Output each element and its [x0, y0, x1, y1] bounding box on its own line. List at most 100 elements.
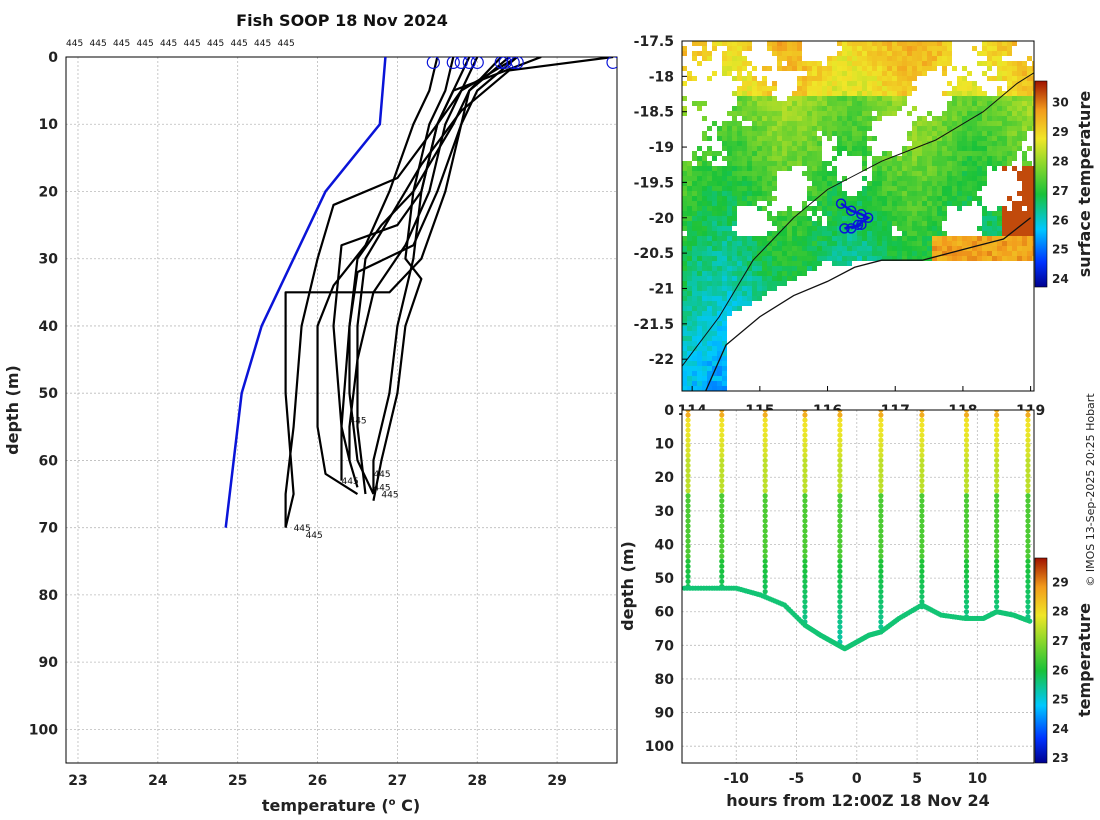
sst-cell	[772, 221, 777, 226]
sst-cell	[997, 106, 1002, 111]
sst-cell	[917, 61, 922, 66]
section-dot	[878, 523, 884, 529]
sst-cell	[742, 171, 747, 176]
sst-cell	[882, 206, 887, 211]
sst-cell	[932, 146, 937, 151]
profile-line	[348, 57, 518, 495]
sst-cell	[972, 196, 977, 201]
sst-cell	[982, 246, 987, 251]
sst-cell	[767, 271, 772, 276]
sst-cell	[832, 111, 837, 116]
section-dot	[802, 462, 808, 469]
sst-cell	[837, 241, 842, 246]
sst-cell	[892, 201, 897, 206]
section-dot	[1025, 538, 1031, 544]
sst-cell	[812, 261, 817, 266]
sst-cell	[692, 306, 697, 311]
sst-cell	[1027, 191, 1032, 196]
section-dot	[963, 488, 970, 494]
sst-cell	[687, 171, 692, 176]
sst-cell	[1012, 66, 1017, 71]
sst-cell	[862, 76, 867, 81]
sst-cell	[717, 181, 722, 186]
sst-cell	[897, 166, 902, 171]
sst-cell	[1017, 71, 1022, 76]
sst-cell	[832, 81, 837, 86]
sst-cell	[732, 296, 737, 301]
sst-cell	[1007, 226, 1012, 231]
sst-cell	[1027, 196, 1032, 201]
sst-cell	[757, 176, 762, 181]
sst-cell	[887, 161, 892, 166]
sst-cell	[762, 121, 767, 126]
sst-cell	[782, 46, 787, 51]
sst-cell	[937, 241, 942, 246]
sst-cell	[687, 76, 692, 81]
sst-cell	[957, 171, 962, 176]
sst-cell	[742, 106, 747, 111]
sst-cell	[712, 296, 717, 301]
sst-cell	[992, 161, 997, 166]
section-dot	[1025, 483, 1031, 489]
section-dot	[963, 593, 970, 600]
sst-cell	[722, 371, 727, 376]
sst-cell	[857, 41, 862, 46]
section-dot	[837, 634, 843, 640]
sst-cell	[787, 161, 792, 166]
sst-cell	[787, 96, 792, 101]
sst-cell	[992, 246, 997, 251]
sst-cell	[732, 181, 737, 186]
sst-cell	[927, 246, 932, 251]
sst-cell	[902, 71, 907, 76]
sst-cell	[722, 231, 727, 236]
sst-cell	[967, 96, 972, 101]
sst-cell	[692, 386, 697, 391]
sst-cell	[717, 166, 722, 171]
sst-cell	[807, 71, 812, 76]
section-dot	[963, 583, 970, 590]
sst-cell	[697, 61, 702, 66]
sst-cell	[807, 156, 812, 161]
sst-cell	[817, 186, 822, 191]
profile-y-tick-label: 100	[29, 722, 58, 738]
sst-cell	[1022, 126, 1027, 131]
section-dot	[837, 452, 843, 458]
sst-cell	[857, 96, 862, 101]
sst-cell	[712, 366, 717, 371]
sst-cell	[1007, 156, 1012, 161]
sst-cell	[682, 201, 687, 206]
sst-cell	[787, 246, 792, 251]
sst-cell	[937, 56, 942, 61]
sst-cell	[687, 286, 692, 291]
sst-cell	[797, 41, 802, 46]
sst-cell	[892, 171, 897, 176]
sst-cell	[867, 206, 872, 211]
sst-cell	[712, 346, 717, 351]
section-dot	[802, 410, 808, 413]
sst-cell	[847, 211, 852, 216]
sst-cell	[987, 116, 992, 121]
sst-cell	[702, 386, 707, 391]
sst-cell	[917, 121, 922, 126]
sst-cell	[957, 151, 962, 156]
sst-cell	[972, 126, 977, 131]
sst-cell	[687, 241, 692, 246]
section-dot	[837, 528, 843, 534]
sst-cell	[722, 246, 727, 251]
sst-cell	[877, 106, 882, 111]
section-y-tick-label: 40	[655, 537, 675, 553]
profile-line	[340, 57, 503, 481]
sst-cell	[712, 46, 717, 51]
sst-cell	[837, 91, 842, 96]
sst-cell	[742, 251, 747, 256]
sst-cell	[832, 256, 837, 261]
sst-cell	[807, 101, 812, 106]
sst-cell	[1017, 221, 1022, 226]
profile-top-label: 445	[184, 39, 201, 49]
sst-cell	[977, 86, 982, 91]
sst-cell	[932, 56, 937, 61]
sst-cell	[797, 161, 802, 166]
sst-cell	[857, 76, 862, 81]
sst-cell	[687, 336, 692, 341]
sst-cell	[922, 61, 927, 66]
